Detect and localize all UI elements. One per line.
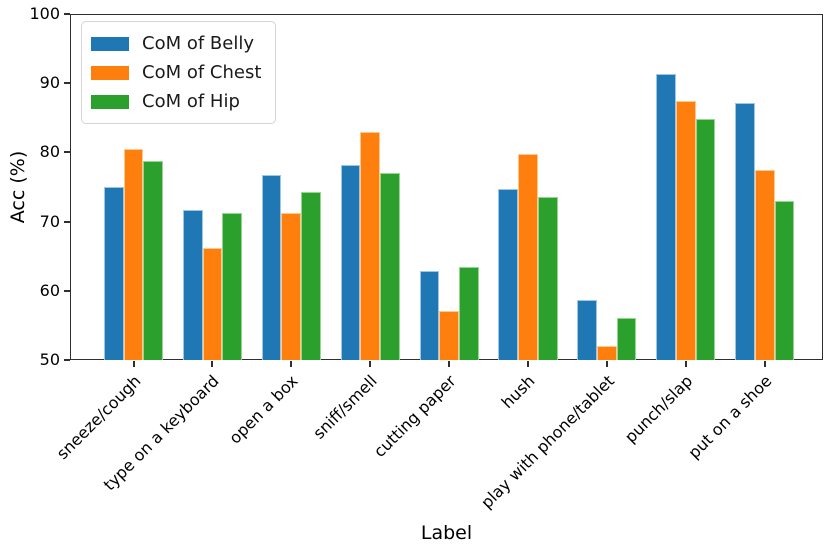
legend-color-swatch [91, 94, 129, 109]
y-tick-label: 80 [39, 142, 60, 162]
bar [439, 310, 459, 360]
y-tick [64, 13, 70, 15]
x-tick-label: play with phone/tablet [476, 371, 618, 513]
x-tick [290, 361, 293, 367]
bar [419, 271, 440, 360]
bar [281, 213, 302, 360]
bar [675, 101, 696, 360]
y-tick [64, 151, 70, 154]
y-tick-label: 100 [29, 4, 60, 23]
bar [182, 209, 203, 360]
y-tick [64, 289, 70, 292]
x-tick [605, 361, 608, 367]
bar [754, 169, 775, 360]
x-tick [684, 361, 687, 367]
bar [380, 173, 400, 360]
legend-color-swatch [91, 65, 129, 80]
bar [537, 196, 558, 360]
bar [301, 191, 321, 360]
legend-label: CoM of Belly [142, 33, 254, 54]
x-tick [763, 361, 766, 367]
bar [222, 212, 242, 360]
y-tick-label: 70 [39, 211, 60, 231]
bar [735, 103, 755, 360]
y-axis-title: Acc (%) [7, 150, 29, 224]
legend-label: CoM of Hip [142, 91, 240, 112]
y-tick-label: 90 [39, 73, 60, 93]
x-axis-title: Label [420, 522, 473, 544]
legend-item: CoM of Hip [91, 87, 261, 116]
y-tick [64, 82, 70, 85]
x-tick-label: hush [497, 371, 539, 413]
legend-label: CoM of Chest [142, 62, 262, 83]
x-tick [527, 361, 529, 367]
bar [695, 119, 716, 360]
y-tick-label: 50 [39, 350, 60, 369]
legend: CoM of Belly CoM of Chest CoM of Hip [81, 21, 277, 124]
x-tick [369, 361, 372, 367]
legend-color-swatch [91, 36, 129, 51]
bar [616, 318, 637, 360]
x-tick [132, 361, 135, 367]
x-tick-label: sniff/smell [309, 371, 381, 443]
bar [656, 73, 676, 360]
y-tick-label: 60 [39, 280, 60, 300]
bar [774, 200, 795, 360]
bar [202, 247, 223, 360]
bar [123, 148, 144, 360]
x-tick-label: open a box [225, 371, 303, 448]
bar [577, 300, 598, 360]
x-tick-label: put on a shoe [684, 371, 776, 463]
bar [103, 187, 124, 360]
y-tick [64, 220, 70, 223]
bar [518, 153, 538, 360]
bar [261, 174, 282, 360]
y-tick [64, 359, 70, 361]
bar [143, 160, 164, 360]
x-tick-label: punch/slap [621, 371, 697, 447]
bar [597, 346, 617, 360]
legend-item: CoM of Chest [91, 58, 261, 87]
legend-item: CoM of Belly [91, 29, 261, 58]
bar [340, 164, 361, 360]
bar [360, 132, 381, 360]
x-tick [211, 361, 214, 367]
bar [498, 189, 519, 360]
x-tick [448, 361, 451, 367]
x-tick-label: cutting paper [370, 371, 460, 461]
bar [458, 267, 479, 360]
